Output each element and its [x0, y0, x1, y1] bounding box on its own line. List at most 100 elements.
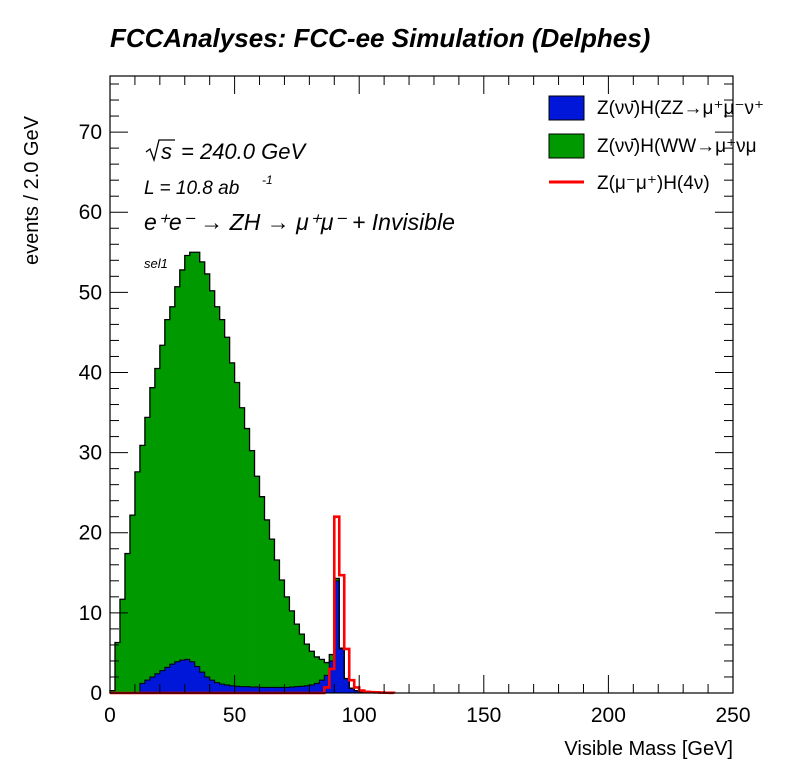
zz-bin	[229, 685, 235, 693]
legend-label-ww: Z(νν̄)H(WW→μ⁺νμ	[597, 136, 757, 157]
ww-bin	[314, 656, 320, 693]
x-tick-label: 150	[466, 704, 501, 727]
ww-bin	[264, 519, 270, 693]
plot-frame	[109, 75, 734, 694]
ww-bin	[279, 580, 285, 693]
legend-swatch-ww	[548, 133, 585, 159]
y-tick-label: 60	[79, 201, 102, 224]
ww-bin	[224, 337, 231, 693]
svg-text:s: s	[161, 139, 172, 164]
ww-bin	[209, 290, 216, 693]
zz-bin	[339, 648, 345, 693]
ww-bin	[154, 368, 161, 693]
ww-bin	[174, 286, 181, 693]
ww-bin	[139, 445, 146, 693]
zz-bin	[289, 686, 295, 693]
ww-bin	[204, 273, 211, 693]
zz-bin	[279, 687, 285, 693]
ww-bin	[194, 252, 201, 694]
zz-bin	[329, 660, 335, 693]
ww-bin	[294, 624, 300, 693]
ww-bin	[284, 596, 290, 693]
zz-bin	[204, 676, 211, 693]
ww-bin	[119, 599, 126, 693]
zz-bin	[319, 680, 325, 693]
zz-bin	[144, 680, 151, 693]
ww-bin	[134, 471, 141, 693]
ww-bin	[144, 417, 151, 693]
zz-bin	[164, 667, 171, 693]
zz-outline	[110, 580, 395, 694]
zz-bin	[139, 683, 146, 693]
legend-label-zz: Z(νν̄)H(ZZ→μ⁺μ⁻ν⁺	[597, 98, 764, 119]
ww-bin	[259, 496, 265, 693]
zz-bin	[244, 686, 250, 693]
ww-bin	[299, 634, 305, 693]
zz-bin	[314, 683, 320, 693]
zz-bin	[199, 672, 206, 693]
zz-bin	[304, 685, 310, 693]
sqrt-symbol	[145, 139, 175, 163]
luminosity-label: L = 10.8 ab	[144, 178, 239, 199]
ww-bin	[189, 252, 196, 694]
legend: Z(νν̄)H(ZZ→μ⁺μ⁻ν⁺ Z(νν̄)H(WW→μ⁺νμ Z(μ⁻μ⁺…	[548, 95, 764, 194]
zz-bin	[154, 673, 161, 693]
zz-bin	[254, 686, 260, 693]
ww-bin	[184, 255, 191, 693]
ww-bin	[164, 319, 171, 693]
ww-bin	[309, 651, 315, 693]
y-tick-label: 10	[79, 602, 102, 625]
y-tick-label: 70	[79, 121, 102, 144]
x-tick-label: 50	[223, 704, 246, 727]
zz-bin	[299, 686, 305, 693]
zz-bin	[274, 687, 280, 693]
zz-bin	[324, 675, 330, 693]
x-tick-label: 0	[104, 704, 116, 727]
y-tick-label: 20	[79, 522, 102, 545]
zz-bin	[184, 659, 191, 693]
ww-bin	[244, 428, 250, 693]
ww-bin	[159, 345, 166, 693]
zz-bin	[354, 690, 360, 693]
ww-bin	[239, 407, 245, 693]
y-tick-label: 30	[79, 442, 102, 465]
ww-bin	[179, 269, 186, 693]
zz-bin	[224, 684, 231, 693]
zz-bin	[234, 686, 240, 693]
zz-bin	[174, 661, 181, 693]
zz-bin	[334, 580, 340, 693]
ww-bin	[304, 644, 310, 693]
x-axis-title: Visible Mass [GeV]	[564, 738, 733, 760]
zz-bin	[259, 687, 265, 693]
ww-bin	[214, 306, 221, 693]
legend-swatch-zz	[548, 95, 585, 121]
sqrt-s-value: = 240.0 GeV	[181, 139, 307, 164]
zz-bin	[149, 676, 156, 693]
ww-bin	[149, 387, 156, 693]
luminosity-exponent: -1	[262, 173, 273, 187]
ww-bin	[269, 539, 275, 693]
zz-bin	[189, 661, 196, 693]
y-axis-title: events / 2.0 GeV	[21, 115, 43, 265]
y-tick-label: 0	[90, 682, 102, 705]
annotations: s = 240.0 GeV L = 10.8 ab -1 e⁺e⁻ → ZH →…	[144, 139, 455, 271]
ww-bin	[289, 610, 295, 693]
ww-bin	[229, 362, 235, 693]
ww-bin	[234, 382, 240, 693]
zz-bin	[284, 687, 290, 693]
luminosity-annotation: L = 10.8 ab -1	[144, 173, 273, 199]
zz-bin	[344, 678, 350, 693]
ww-bin	[169, 306, 176, 693]
chart-title: FCCAnalyses: FCC-ee Simulation (Delphes)	[110, 23, 650, 53]
y-tick-label: 40	[79, 361, 102, 384]
zz-bin	[309, 684, 315, 693]
zz-bin	[169, 664, 176, 693]
ww-bin	[274, 559, 280, 693]
zz-bin	[179, 660, 186, 693]
zz-bin	[194, 666, 201, 693]
legend-label-4nu: Z(μ⁻μ⁺)H(4ν)	[597, 173, 710, 194]
ww-bin	[129, 515, 136, 693]
ww-bin	[254, 476, 260, 693]
ww-bin	[114, 642, 121, 693]
